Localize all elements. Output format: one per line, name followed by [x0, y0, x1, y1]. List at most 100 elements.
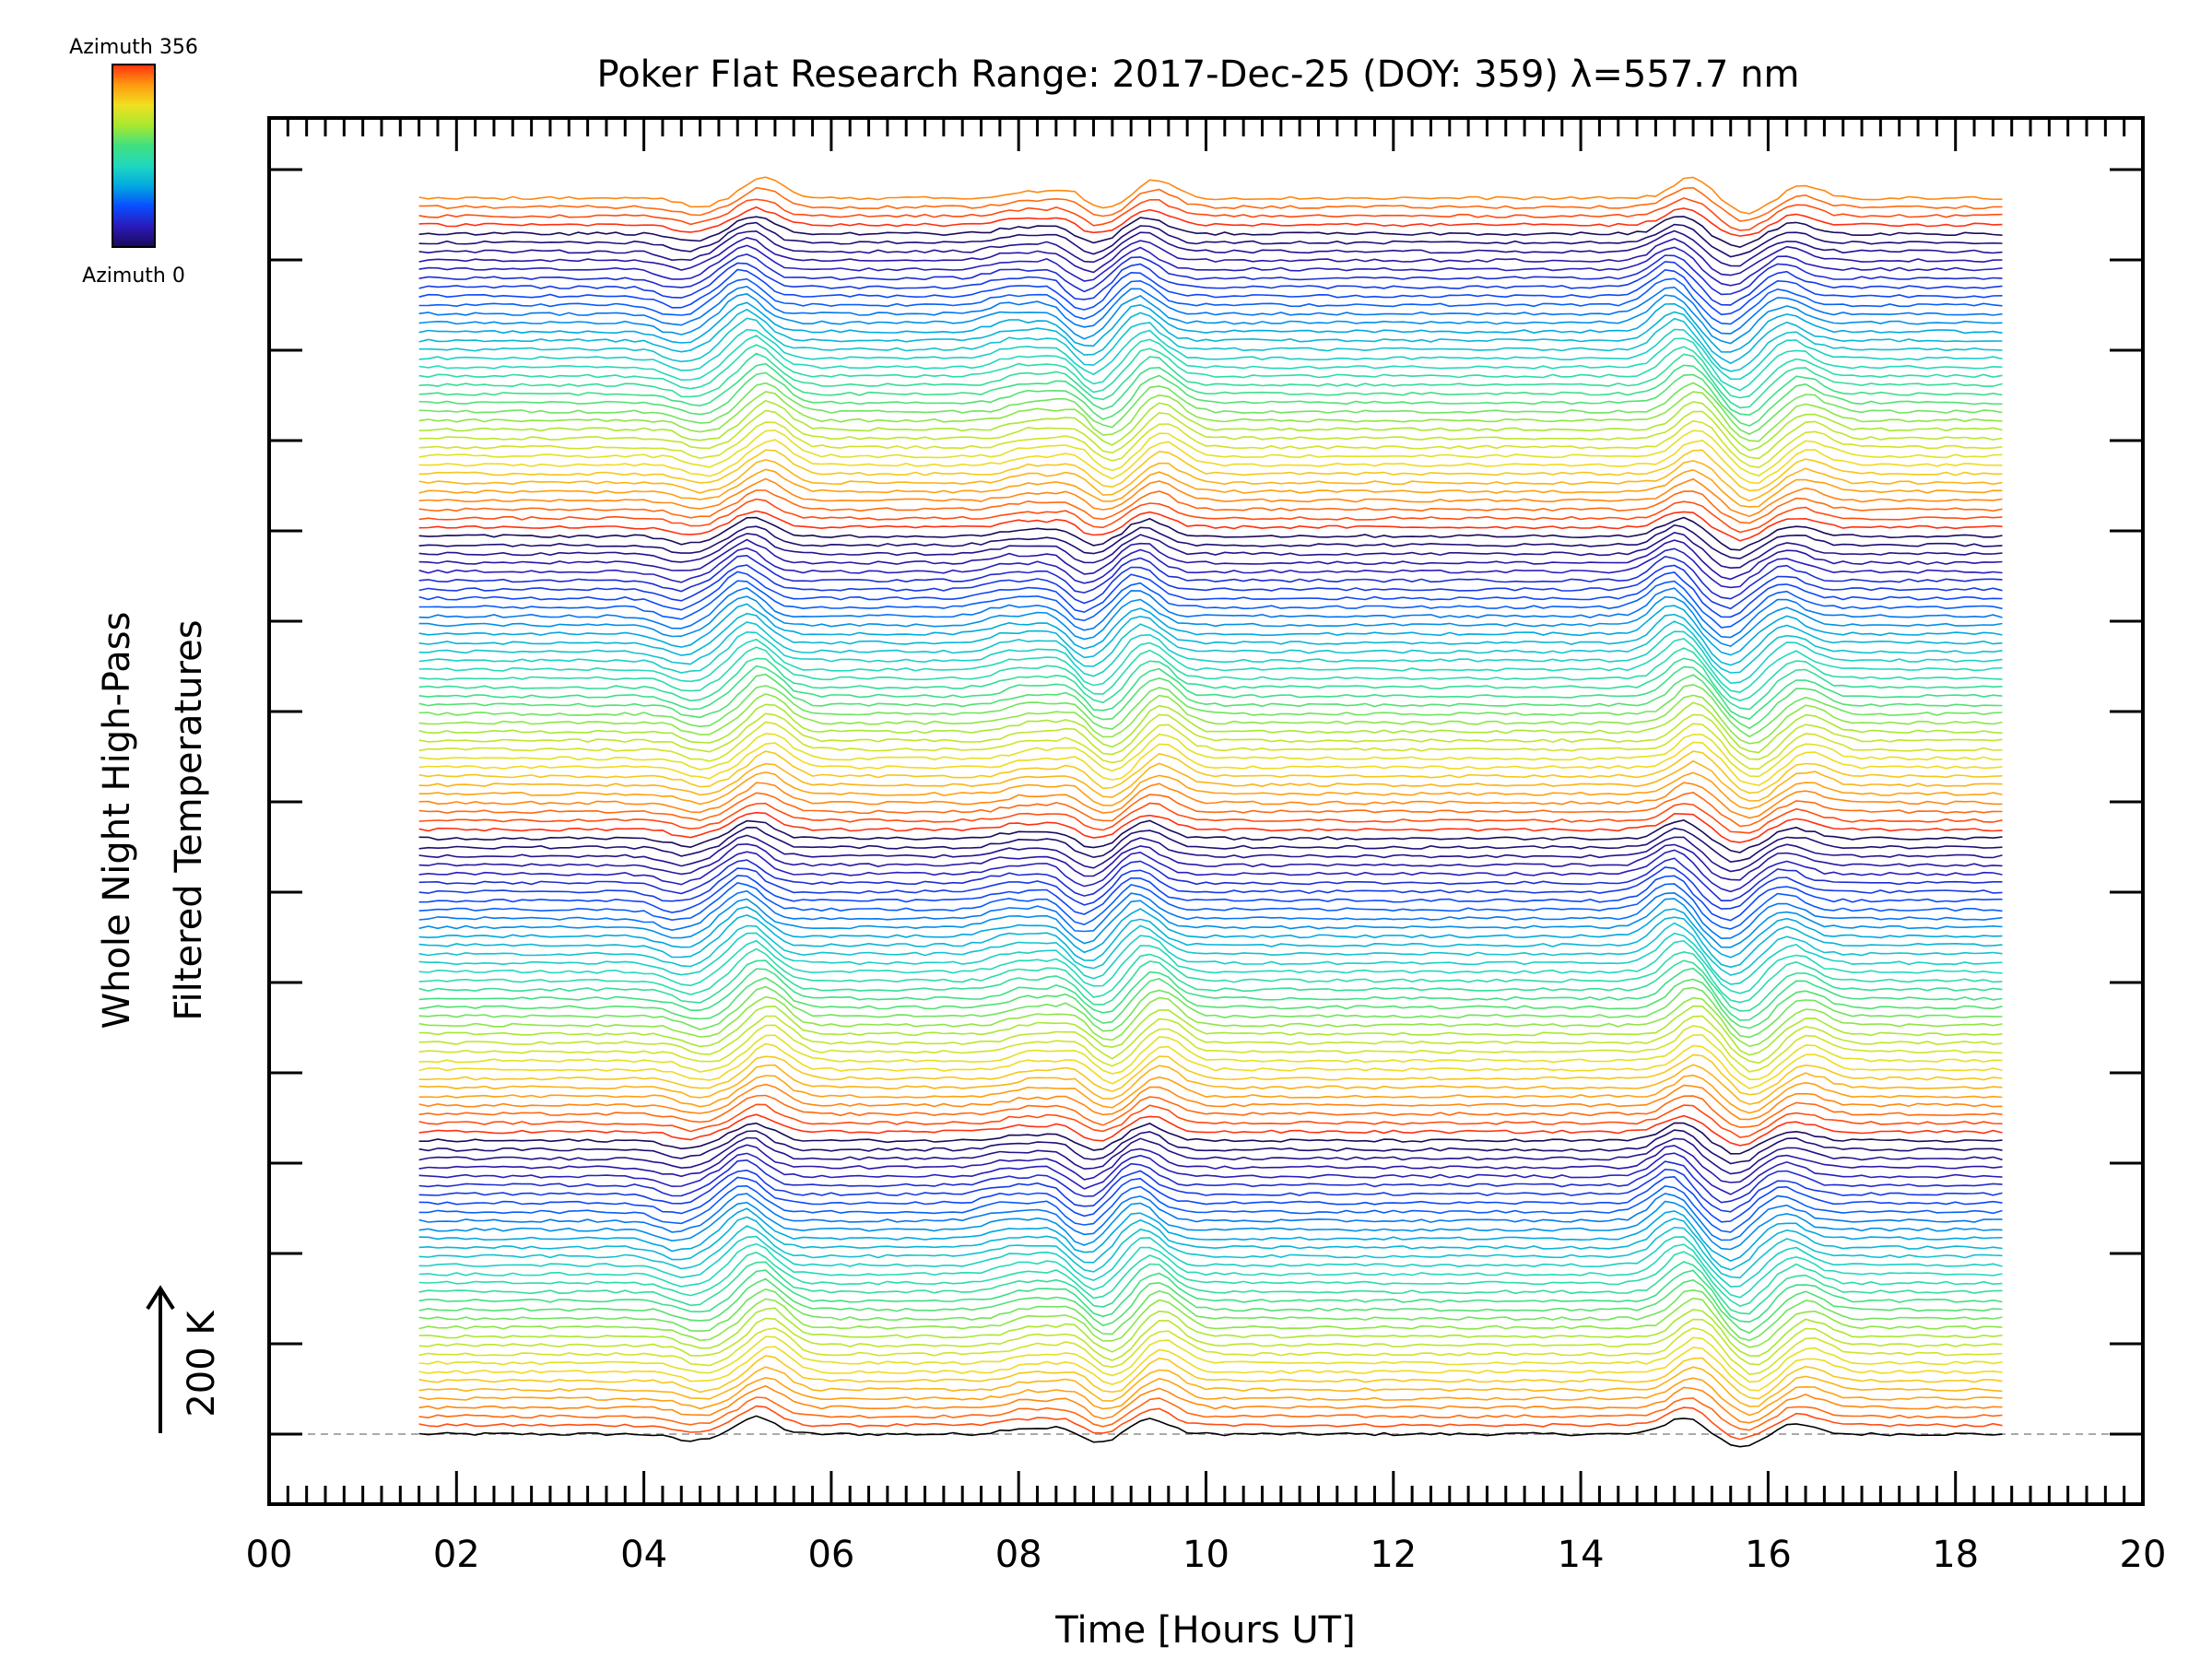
x-tick-label: 06 [807, 1534, 854, 1576]
series-line [418, 1083, 2003, 1121]
y-axis-title-line-2: Filtered Temperatures [168, 619, 210, 1020]
series-line [418, 721, 2003, 771]
series-line [418, 967, 2003, 1021]
series-line [418, 1024, 2003, 1073]
series-line [418, 1184, 2003, 1233]
series-line [418, 458, 2003, 502]
series-line [418, 277, 2003, 325]
series-line [418, 1317, 2003, 1366]
series-line [418, 849, 2003, 893]
series-line [418, 371, 2003, 427]
x-tick-label: 00 [246, 1534, 293, 1576]
series-line [418, 524, 2003, 559]
scale-arrow-head [146, 1285, 175, 1311]
series-line [418, 587, 2003, 639]
series-line [418, 1168, 2003, 1213]
series-line [418, 1200, 2003, 1251]
series-line [418, 939, 2003, 994]
series-line [418, 1136, 2003, 1175]
series-line [418, 771, 2003, 810]
x-tick-label: 16 [1745, 1534, 1792, 1576]
series-line [418, 1103, 2003, 1138]
series-line [418, 866, 2003, 910]
series-line [418, 352, 2003, 409]
series-line [418, 620, 2003, 674]
series-line [418, 932, 2003, 985]
series-line [418, 1384, 2003, 1424]
series-line [418, 1235, 2003, 1288]
series-line [418, 498, 2003, 534]
series-line [418, 216, 2003, 249]
series-line [418, 1346, 2003, 1392]
series-line [418, 750, 2003, 794]
series-line [418, 554, 2003, 600]
series-line [418, 595, 2003, 647]
series-line [418, 977, 2003, 1030]
series-line [418, 693, 2003, 745]
series-line [418, 1251, 2003, 1307]
series-line [418, 1074, 2003, 1114]
series-line [418, 335, 2003, 392]
series-line [418, 1366, 2003, 1407]
series-line [418, 882, 2003, 930]
colorbar: Azimuth 356 Azimuth 0 [69, 36, 198, 288]
colorbar-top-label: Azimuth 356 [69, 36, 198, 59]
series-line [418, 1335, 2003, 1383]
series-line [418, 759, 2003, 802]
series-line [418, 229, 2003, 267]
series-line [418, 826, 2003, 864]
series-line [418, 834, 2003, 873]
series-line [418, 449, 2003, 492]
series-line [418, 782, 2003, 819]
series-line [418, 206, 2003, 237]
series-line [418, 362, 2003, 417]
series-line [418, 244, 2003, 287]
series-line [418, 1144, 2003, 1183]
series-line [418, 391, 2003, 442]
series-line [418, 1216, 2003, 1271]
series-line [418, 1207, 2003, 1262]
series-line [418, 1053, 2003, 1096]
series-line [418, 603, 2003, 656]
scale-label: 200 K [181, 1310, 223, 1418]
series-line [418, 317, 2003, 372]
series-line [418, 1005, 2003, 1056]
x-tick-label: 12 [1370, 1534, 1417, 1576]
series-line [418, 580, 2003, 629]
series-line [418, 857, 2003, 902]
series-line [418, 1122, 2003, 1155]
series-line [418, 811, 2003, 843]
series-line [418, 196, 2003, 231]
series-line [418, 571, 2003, 618]
series-line [418, 1034, 2003, 1081]
series-line [418, 947, 2003, 1004]
x-tick-label: 14 [1558, 1534, 1605, 1576]
series-line [418, 429, 2003, 477]
series-line [418, 1042, 2003, 1089]
series-line [418, 819, 2003, 853]
series-line [418, 1288, 2003, 1342]
series-line [418, 1269, 2003, 1324]
series-line [418, 344, 2003, 399]
series-line [418, 516, 2003, 551]
series-line [418, 468, 2003, 508]
series-line [418, 701, 2003, 754]
series-line [418, 657, 2003, 711]
series-line [418, 646, 2003, 701]
series-line [418, 186, 2003, 222]
series-line [418, 439, 2003, 485]
ticks [267, 118, 2145, 1504]
series-line [418, 286, 2003, 335]
series-line [418, 630, 2003, 685]
series-line [418, 1355, 2003, 1400]
series-line [418, 1094, 2003, 1128]
scale-indicator: 200 K [146, 1285, 223, 1433]
series-line [418, 1015, 2003, 1065]
series-line [418, 419, 2003, 469]
series-line [418, 293, 2003, 345]
series-line [418, 889, 2003, 940]
y-axis-title-line-1: Whole Night High-Pass [96, 612, 138, 1030]
colorbar-gradient [112, 64, 156, 248]
chart-title: Poker Flat Research Range: 2017-Dec-25 (… [597, 53, 1800, 96]
